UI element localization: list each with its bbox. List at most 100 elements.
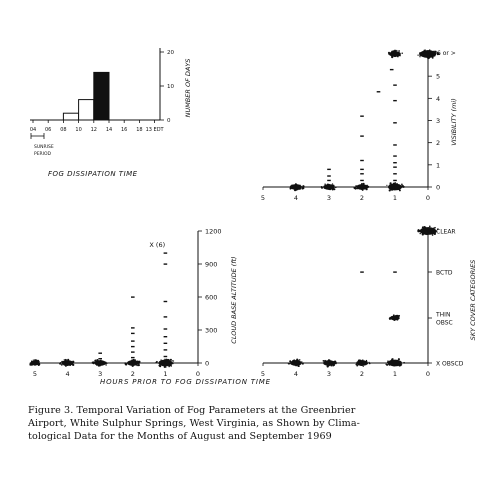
cloud-base-cluster bbox=[59, 358, 75, 367]
histogram-x-tick-label: 13 EDT bbox=[146, 127, 165, 133]
visibility-top-label: 6 or > bbox=[437, 50, 456, 57]
histogram-x-tick-label: 12 bbox=[91, 127, 97, 133]
visibility-point bbox=[360, 115, 364, 117]
visibility-panel: 5 4 3 2 1 00 1 2 3 4 5 6 or > VISIBILITY (mi) bbox=[261, 49, 458, 202]
cloud-base-point bbox=[131, 340, 135, 342]
cloud-base-ylabel: CLOUD BASE ALTITUDE (ft) bbox=[230, 256, 238, 343]
cloud-base-x-tick-label: 0 bbox=[196, 370, 200, 378]
visibility-point bbox=[360, 135, 364, 137]
visibility-y-tick-label: 4 bbox=[436, 95, 440, 103]
sky-cover-point bbox=[393, 271, 397, 273]
visibility-x-tick-label: 3 bbox=[327, 194, 331, 202]
caption-line-3: tological Data for the Months of August … bbox=[28, 431, 332, 442]
histogram-x-tick-label: 14 bbox=[106, 127, 112, 133]
cloud-base-y-tick-label: 300 bbox=[205, 327, 217, 335]
visibility-point bbox=[376, 91, 381, 93]
histogram-x-tick-label: 06 bbox=[45, 127, 51, 133]
histogram-x-tick-label: 04 bbox=[30, 127, 36, 133]
visibility-y-tick-label: 5 bbox=[436, 73, 440, 81]
cloud-base-point bbox=[98, 358, 102, 360]
cloud-base-point bbox=[163, 328, 168, 330]
visibility-point bbox=[360, 173, 364, 175]
caption-line-1: Figure 3. Temporal Variation of Fog Para… bbox=[28, 405, 356, 416]
sky-cover-point bbox=[360, 271, 364, 273]
cloud-base-cluster bbox=[29, 359, 41, 366]
sky-cover-cluster bbox=[322, 359, 337, 368]
cloud-base-point bbox=[163, 300, 168, 303]
visibility-point bbox=[393, 162, 397, 164]
sky-cover-x-tick-label: 0 bbox=[426, 370, 430, 378]
histogram-y-tick-label: 0 bbox=[167, 118, 171, 124]
cloud-base-x-tick-label: 1 bbox=[163, 370, 167, 378]
cloud-base-y-tick-label: 1200 bbox=[205, 228, 222, 236]
cloud-base-x-tick-label: 5 bbox=[33, 370, 37, 378]
histogram-x-tick-label: 16 bbox=[121, 127, 127, 133]
visibility-x-tick-label: 0 bbox=[426, 194, 430, 202]
cloud-base-point bbox=[131, 332, 135, 335]
cloud-base-point bbox=[163, 342, 168, 344]
sky-cover-x-tick-label: 4 bbox=[294, 370, 298, 378]
visibility-point bbox=[360, 168, 364, 171]
cloud-base-x-tick-label: 4 bbox=[66, 370, 70, 378]
visibility-point bbox=[393, 166, 397, 168]
histogram-x-tick-label: 10 bbox=[75, 127, 81, 133]
visibility-cluster bbox=[289, 183, 305, 192]
cloud-base-point bbox=[131, 356, 135, 359]
cloud-base-point bbox=[131, 345, 135, 348]
sky-cover-cluster bbox=[287, 358, 304, 368]
period-label: PERIOD bbox=[34, 151, 52, 157]
visibility-y-tick-label: 2 bbox=[436, 139, 440, 147]
sky-cover-x-tick-label: 2 bbox=[360, 370, 364, 378]
sky-cover-cluster bbox=[417, 225, 439, 236]
visibility-x-tick-label: 2 bbox=[360, 194, 364, 202]
visibility-point bbox=[327, 175, 331, 177]
sky-cover-cluster bbox=[355, 359, 371, 367]
visibility-point bbox=[389, 68, 394, 71]
cloud-base-cluster bbox=[91, 359, 108, 367]
visibility-cluster bbox=[353, 182, 370, 191]
visibility-point bbox=[393, 122, 397, 124]
visibility-point bbox=[393, 99, 397, 102]
sky-cover-category-label: OBSC bbox=[436, 320, 453, 327]
cloud-base-x-tick-label: 2 bbox=[131, 370, 135, 378]
cloud-base-point bbox=[163, 263, 168, 265]
visibility-point bbox=[360, 179, 364, 182]
cloud-base-point bbox=[131, 351, 135, 353]
cloud-base-point bbox=[131, 327, 135, 329]
cloud-base-point bbox=[163, 252, 168, 254]
visibility-point bbox=[393, 144, 397, 146]
sky-cover-x-tick-label: 5 bbox=[261, 370, 265, 378]
visibility-y-tick-label: 1 bbox=[436, 161, 440, 169]
visibility-point bbox=[360, 159, 364, 162]
cloud-base-point bbox=[163, 349, 168, 351]
histogram-bar bbox=[78, 99, 95, 121]
visibility-cluster bbox=[387, 49, 403, 59]
sky-cover-cluster bbox=[385, 358, 406, 367]
cloud-base-point bbox=[163, 355, 168, 358]
histogram-title: FOG DISSIPATION TIME bbox=[48, 170, 138, 178]
visibility-x-tick-label: 4 bbox=[294, 194, 298, 202]
sky-cover-category-label: BCTD bbox=[436, 270, 453, 277]
sky-cover-x-tick-label: 1 bbox=[393, 370, 397, 378]
cloud-base-cluster bbox=[124, 358, 141, 367]
sky-cover-ylabel: SKY COVER CATEGORIES bbox=[469, 260, 477, 341]
histogram-y-tick-label: 10 bbox=[167, 84, 174, 90]
histogram-x-tick-label: 08 bbox=[60, 127, 66, 133]
sky-cover-category-label: CLEAR bbox=[436, 229, 456, 236]
cloud-base-y-tick-label: 0 bbox=[205, 360, 209, 368]
cloud-base-point bbox=[98, 352, 102, 354]
caption-line-2: Airport, White Sulphur Springs, West Vir… bbox=[28, 418, 360, 429]
histogram-ylabel: NUMBER OF DAYS bbox=[184, 59, 192, 118]
sky-cover-category-label: X OBSCD bbox=[436, 361, 464, 368]
visibility-cluster bbox=[320, 183, 337, 191]
figure-caption: Figure 3. Temporal Variation of Fog Para… bbox=[28, 404, 478, 443]
visibility-x-tick-label: 5 bbox=[261, 194, 265, 202]
histogram-bar bbox=[62, 112, 80, 121]
cloud-base-y-tick-label: 600 bbox=[205, 294, 217, 302]
sky-cover-cluster bbox=[388, 314, 401, 322]
visibility-x-tick-label: 1 bbox=[393, 194, 397, 202]
sky-cover-x-tick-label: 3 bbox=[327, 370, 331, 378]
visibility-point bbox=[327, 179, 331, 182]
visibility-y-tick-label: 3 bbox=[436, 117, 440, 125]
